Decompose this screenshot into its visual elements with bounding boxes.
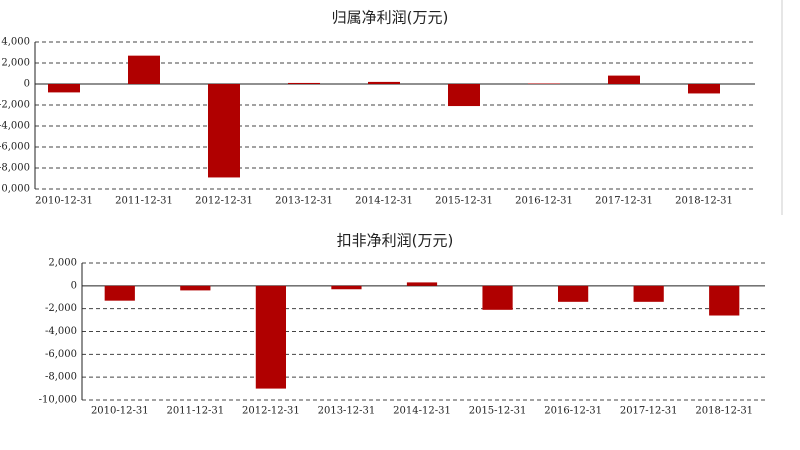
bar: [482, 285, 513, 310]
x-tick-label: 2014-12-31: [393, 406, 451, 417]
x-tick-label: 2012-12-31: [242, 406, 300, 417]
y-tick-label: -4,000: [45, 326, 77, 337]
bar: [180, 285, 211, 291]
x-tick-label: 2010-12-31: [35, 196, 93, 207]
x-tick-label: 2010-12-31: [91, 406, 149, 417]
bar: [448, 84, 480, 107]
bar: [128, 55, 160, 84]
chart-title: 扣非净利润(万元): [337, 232, 454, 250]
y-tick-label: -10,000: [0, 184, 30, 195]
x-tick-label: 2015-12-31: [469, 406, 527, 417]
x-tick-label: 2011-12-31: [167, 406, 225, 417]
x-tick-label: 2013-12-31: [318, 406, 376, 417]
bar: [633, 285, 664, 302]
bar: [208, 84, 240, 178]
x-tick-label: 2017-12-31: [620, 406, 678, 417]
bar: [368, 81, 400, 84]
bar: [331, 285, 362, 290]
x-tick-label: 2017-12-31: [595, 196, 653, 207]
chart-title: 归属净利润(万元): [332, 9, 449, 27]
x-tick-label: 2015-12-31: [435, 196, 493, 207]
y-tick-label: 2,000: [1, 58, 30, 69]
bar: [406, 282, 438, 286]
bar: [288, 82, 320, 84]
bar: [688, 84, 720, 94]
y-tick-label: -6,000: [0, 142, 30, 153]
x-tick-label: 2016-12-31: [515, 196, 573, 207]
y-tick-label: -10,000: [39, 395, 77, 406]
x-tick-label: 2016-12-31: [544, 406, 602, 417]
bar: [255, 285, 286, 389]
y-tick-label: 2,000: [48, 258, 77, 269]
x-tick-label: 2014-12-31: [355, 196, 413, 207]
y-tick-label: 0: [24, 79, 30, 90]
x-tick-label: 2011-12-31: [115, 196, 173, 207]
bar: [558, 285, 589, 302]
y-tick-label: -4,000: [0, 121, 30, 132]
x-tick-label: 2013-12-31: [275, 196, 333, 207]
y-tick-label: -8,000: [0, 163, 30, 174]
y-tick-label: 4,000: [1, 37, 30, 48]
x-tick-label: 2018-12-31: [695, 406, 753, 417]
x-tick-label: 2018-12-31: [675, 196, 733, 207]
y-tick-label: 0: [71, 280, 77, 291]
bar: [709, 285, 740, 316]
bar: [528, 83, 560, 84]
x-tick-label: 2012-12-31: [195, 196, 253, 207]
y-tick-label: -2,000: [45, 303, 77, 314]
y-tick-label: -6,000: [45, 349, 77, 360]
y-tick-label: -8,000: [45, 372, 77, 383]
bar: [608, 75, 640, 84]
bar: [48, 84, 80, 93]
bar: [104, 285, 135, 301]
y-tick-label: -2,000: [0, 100, 30, 111]
